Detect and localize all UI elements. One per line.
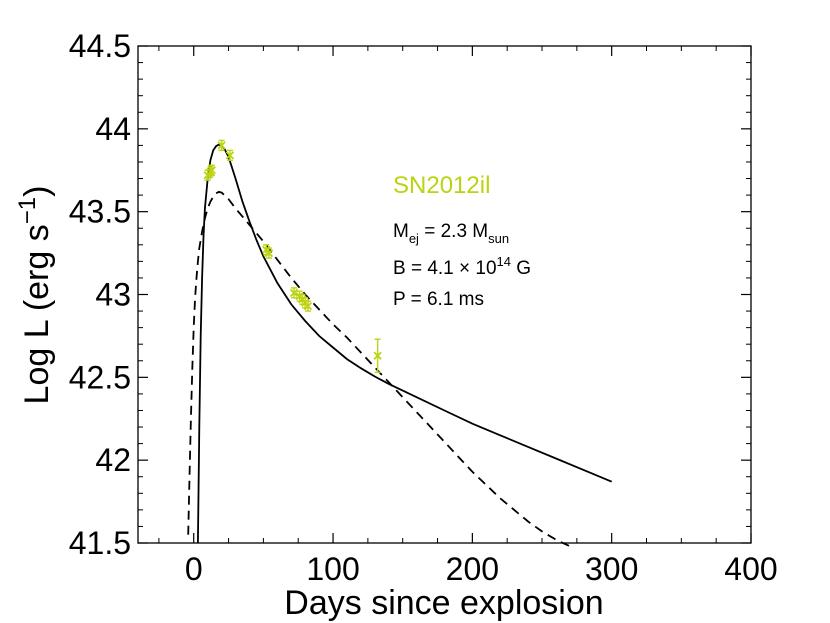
x-axis-title: Days since explosion bbox=[284, 584, 603, 622]
y-tick-label: 41.5 bbox=[69, 525, 131, 561]
x-tick-label: 0 bbox=[185, 551, 203, 587]
x-tick-label: 200 bbox=[446, 551, 499, 587]
axis-ticks: 0 100 200 300 400 41.5 42 42.5 43 43.5 44 44.5 bbox=[69, 28, 778, 587]
marker-stroke bbox=[264, 248, 274, 258]
magnetic-field-annotation: B = 4.1 × 1014 G bbox=[393, 254, 531, 279]
y-axis-title-exponent: −1 bbox=[14, 197, 41, 224]
x-tick-label: 300 bbox=[585, 551, 638, 587]
marker-stroke bbox=[303, 301, 313, 311]
y-axis-title: Log L (erg s−1) bbox=[14, 186, 56, 405]
data-point bbox=[225, 149, 235, 162]
marker-stroke bbox=[207, 166, 216, 175]
y-tick-label: 42.5 bbox=[69, 359, 131, 395]
marker-stroke bbox=[225, 151, 235, 160]
solid-model-line bbox=[197, 143, 613, 544]
data-point bbox=[289, 287, 299, 299]
y-tick-label: 44.5 bbox=[69, 28, 131, 64]
data-point bbox=[303, 300, 313, 312]
dashed-model-line bbox=[187, 190, 571, 548]
data-point bbox=[373, 338, 382, 374]
data-point bbox=[207, 164, 216, 176]
period-annotation: P = 6.1 ms bbox=[393, 289, 484, 310]
model-curves bbox=[187, 143, 613, 548]
y-axis-title-main: Log L (erg s bbox=[18, 224, 56, 404]
marker-stroke bbox=[289, 288, 299, 297]
ejecta-mass-annotation: Mej = 2.3 Msun bbox=[393, 221, 509, 246]
y-axis-title-close: ) bbox=[18, 186, 56, 197]
y-tick-label: 43 bbox=[95, 277, 131, 313]
object-label: SN2012il bbox=[393, 172, 490, 199]
data-point bbox=[217, 139, 226, 152]
marker-stroke bbox=[217, 141, 226, 150]
data-point bbox=[264, 247, 274, 259]
y-tick-label: 43.5 bbox=[69, 194, 131, 230]
y-tick-label: 42 bbox=[95, 442, 131, 478]
x-tick-label: 400 bbox=[724, 551, 777, 587]
data-points bbox=[203, 139, 382, 374]
marker-stroke bbox=[373, 351, 382, 360]
y-tick-label: 44 bbox=[95, 111, 131, 147]
x-tick-label: 100 bbox=[306, 551, 359, 587]
